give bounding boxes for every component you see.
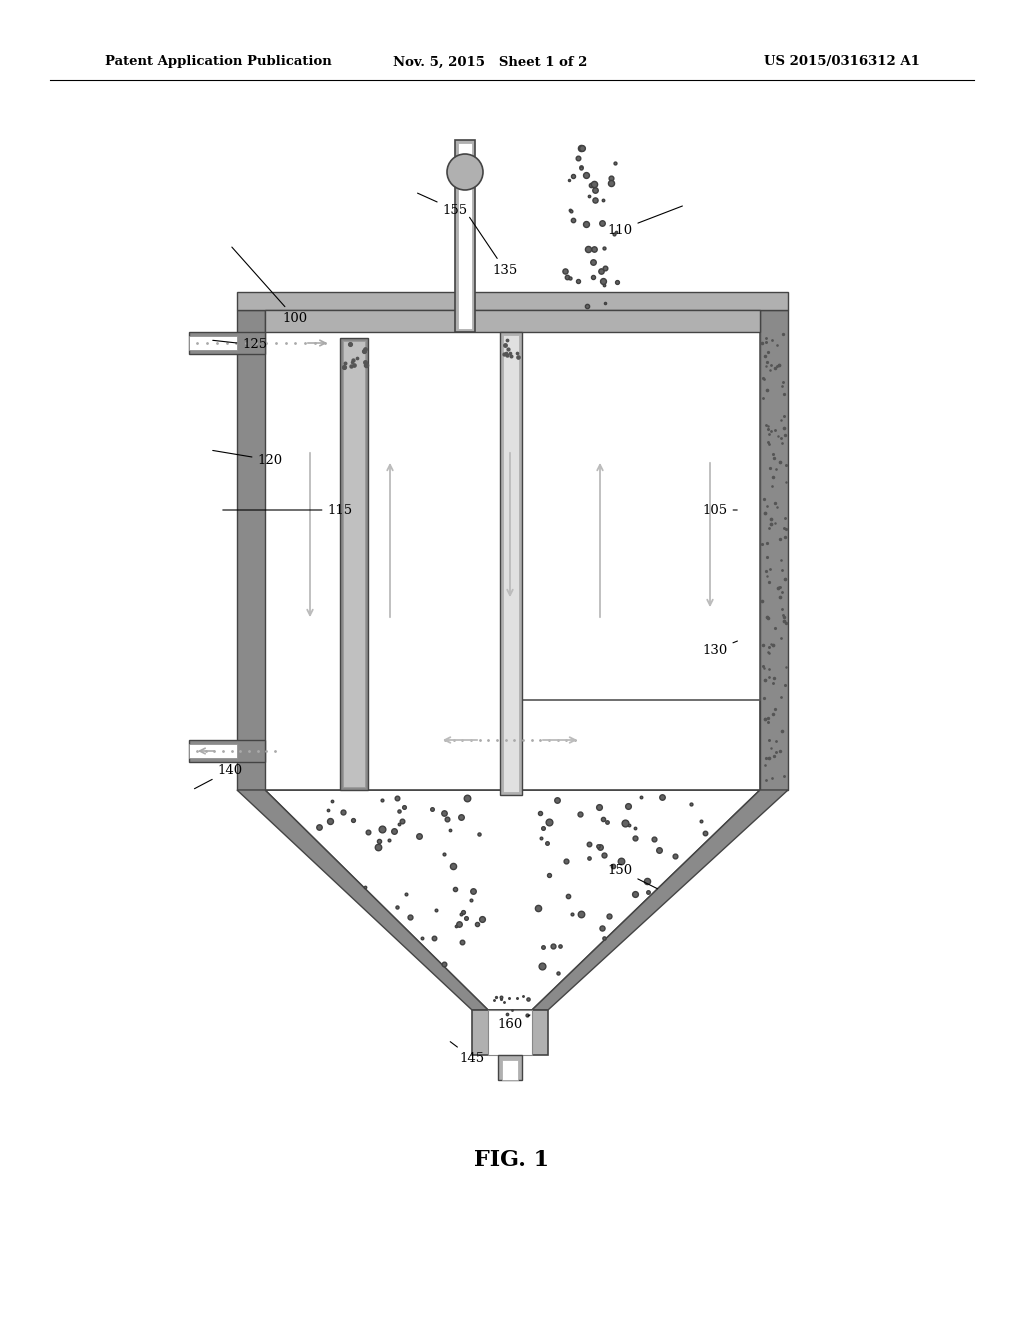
Polygon shape: [343, 341, 365, 787]
Text: 105: 105: [702, 503, 737, 516]
Text: 115: 115: [223, 503, 352, 516]
Text: 145: 145: [451, 1041, 484, 1064]
Text: 155: 155: [418, 193, 468, 216]
Polygon shape: [532, 789, 788, 1010]
Text: 125: 125: [213, 338, 267, 351]
Polygon shape: [502, 1060, 518, 1080]
Text: 100: 100: [231, 247, 307, 325]
Text: 160: 160: [498, 1015, 530, 1031]
Text: 150: 150: [607, 863, 657, 888]
Polygon shape: [488, 1010, 532, 1055]
Text: 110: 110: [607, 206, 682, 236]
Polygon shape: [472, 1010, 548, 1055]
Text: 130: 130: [702, 642, 737, 656]
Polygon shape: [237, 789, 488, 1010]
Polygon shape: [189, 333, 265, 354]
Text: FIG. 1: FIG. 1: [474, 1148, 550, 1171]
Polygon shape: [503, 335, 519, 792]
Text: 120: 120: [213, 450, 283, 466]
Polygon shape: [500, 333, 522, 795]
Polygon shape: [189, 744, 237, 758]
Text: 140: 140: [195, 763, 243, 789]
Text: Patent Application Publication: Patent Application Publication: [105, 55, 332, 69]
Polygon shape: [237, 310, 265, 789]
Polygon shape: [265, 789, 760, 1010]
Polygon shape: [498, 1055, 522, 1080]
Polygon shape: [265, 310, 760, 333]
Polygon shape: [455, 140, 475, 333]
Polygon shape: [760, 310, 788, 789]
Polygon shape: [265, 333, 760, 789]
Polygon shape: [237, 292, 788, 310]
Text: US 2015/0316312 A1: US 2015/0316312 A1: [764, 55, 920, 69]
Text: Nov. 5, 2015   Sheet 1 of 2: Nov. 5, 2015 Sheet 1 of 2: [393, 55, 587, 69]
Polygon shape: [522, 333, 760, 700]
Polygon shape: [458, 143, 472, 329]
Text: 135: 135: [470, 218, 517, 276]
Polygon shape: [189, 337, 237, 350]
Polygon shape: [340, 338, 368, 789]
Polygon shape: [189, 741, 265, 762]
Circle shape: [447, 154, 483, 190]
